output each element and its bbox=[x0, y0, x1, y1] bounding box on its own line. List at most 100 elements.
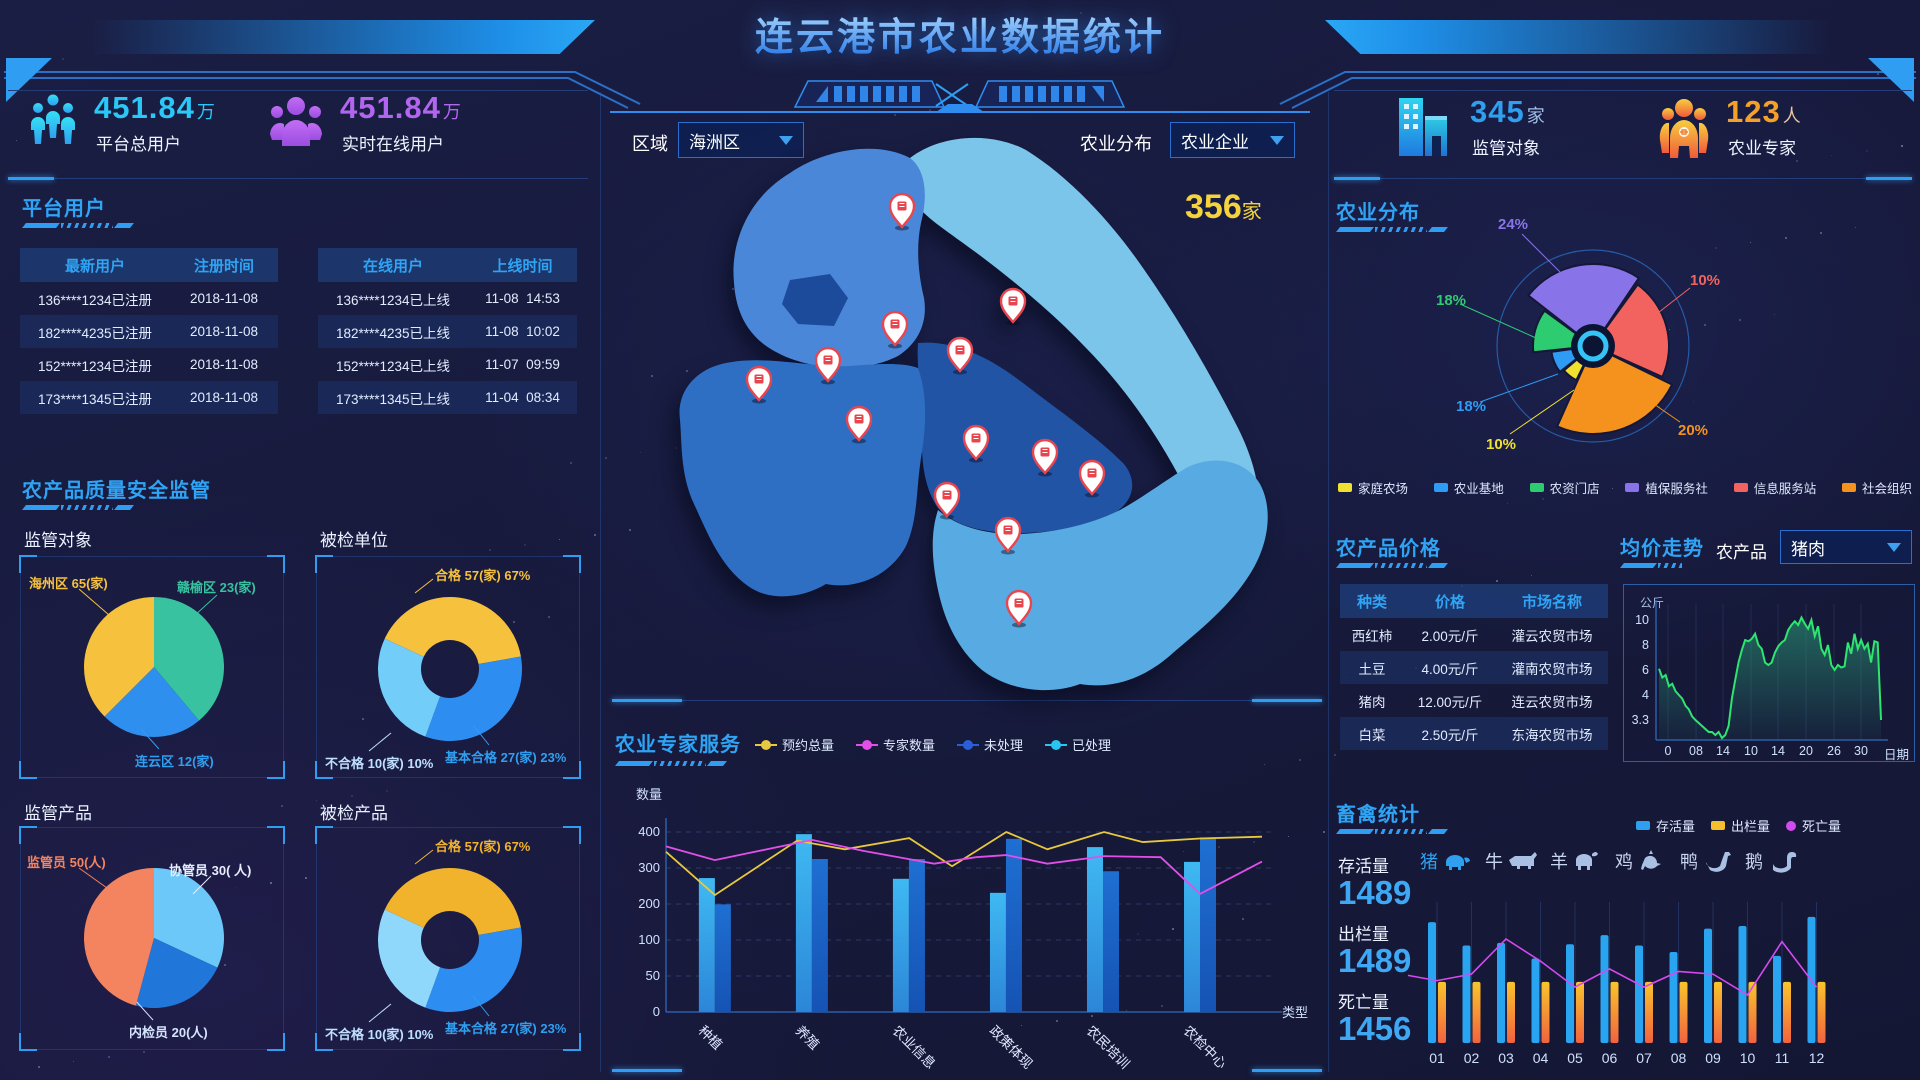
legend-item-家庭农场[interactable]: 家庭农场 bbox=[1338, 478, 1408, 497]
register-cell: 152****1234已注册 bbox=[37, 358, 153, 374]
online-cell: 11-08 14:53 bbox=[485, 291, 560, 306]
star bbox=[108, 1056, 111, 1059]
month-label-04: 04 bbox=[1532, 1050, 1549, 1066]
map-region-coast[interactable] bbox=[909, 137, 1259, 562]
online-header: 在线用户 上线时间 bbox=[318, 248, 577, 282]
bar-out-04 bbox=[1541, 981, 1550, 1043]
star bbox=[1739, 319, 1741, 321]
online-table: 在线用户 上线时间 136****1234已上线 11-08 14:53 182****… bbox=[318, 248, 577, 414]
map-pin[interactable] bbox=[888, 192, 916, 231]
animal-tab-猪[interactable]: 猪 bbox=[1420, 848, 1472, 874]
animal-icon-鸡 bbox=[1641, 850, 1661, 870]
star bbox=[1693, 401, 1694, 402]
legend-item-社会组织[interactable]: 社会组织 bbox=[1841, 478, 1912, 497]
legend-label: 社会组织 bbox=[1861, 482, 1912, 496]
leader-line bbox=[414, 849, 434, 865]
map-pin[interactable] bbox=[946, 336, 974, 375]
leader-line bbox=[368, 732, 392, 752]
legend-swatch bbox=[1786, 820, 1797, 831]
expert-ytick: 300 bbox=[638, 860, 660, 875]
star bbox=[675, 447, 678, 450]
star bbox=[1704, 324, 1707, 327]
animal-tab-牛[interactable]: 牛 bbox=[1485, 848, 1537, 874]
legend-label: 出栏量 bbox=[1731, 819, 1771, 834]
livestock-stat-label-出栏量: 出栏量 bbox=[1338, 925, 1389, 944]
star bbox=[1658, 406, 1660, 408]
map-region-west[interactable] bbox=[679, 360, 926, 597]
legend-item-植保服务社[interactable]: 植保服务社 bbox=[1625, 478, 1708, 497]
legend-item-死亡量[interactable]: 死亡量 bbox=[1786, 816, 1841, 835]
map-pin[interactable] bbox=[999, 287, 1027, 326]
map-chart-divider bbox=[612, 699, 1322, 702]
register-cell: 2018-11-08 bbox=[189, 291, 259, 306]
map-pin[interactable] bbox=[745, 365, 773, 404]
map-pin[interactable] bbox=[1031, 438, 1059, 477]
quality-section-title: 农产品质量安全监管 bbox=[22, 480, 211, 502]
trend-ytick: 3.3 bbox=[1631, 713, 1649, 727]
map-region-inner[interactable] bbox=[782, 274, 848, 326]
map-pin[interactable] bbox=[881, 310, 909, 349]
trend-dropdown[interactable]: 猪肉 bbox=[1780, 530, 1912, 564]
rose-pct-农资门店: 18% bbox=[1436, 292, 1467, 309]
legend-item-出栏量[interactable]: 出栏量 bbox=[1711, 816, 1770, 835]
map-pin[interactable] bbox=[1078, 459, 1106, 498]
dist-dropdown[interactable]: 农业企业 bbox=[1170, 122, 1295, 158]
star bbox=[524, 544, 526, 546]
animal-tab-鸡[interactable]: 鸡 bbox=[1615, 848, 1667, 874]
star bbox=[629, 529, 631, 531]
dist-dropdown-value: 农业企业 bbox=[1181, 132, 1249, 152]
legend-item-农资门店[interactable]: 农资门店 bbox=[1529, 478, 1600, 497]
legend-item-信息服务站[interactable]: 信息服务站 bbox=[1733, 478, 1817, 497]
map-pin[interactable] bbox=[814, 346, 842, 385]
legend-label: 信息服务站 bbox=[1753, 482, 1817, 496]
animal-icon-鹅 bbox=[1773, 852, 1797, 873]
animal-tab-羊[interactable]: 羊 bbox=[1550, 848, 1602, 874]
legend-item-已处理[interactable]: 已处理 bbox=[1045, 735, 1111, 754]
register-cell: 2018-11-08 bbox=[189, 390, 259, 405]
table-row: 173****1345已注册 2018-11-08 bbox=[20, 381, 278, 414]
month-label-02: 02 bbox=[1463, 1050, 1480, 1066]
star bbox=[1253, 841, 1255, 843]
legend-swatch bbox=[1841, 483, 1856, 492]
legend-item-预约总量[interactable]: 预约总量 bbox=[755, 735, 834, 754]
legend-label: 未处理 bbox=[984, 738, 1024, 753]
legend-item-存活量[interactable]: 存活量 bbox=[1636, 816, 1695, 835]
bar-done-养殖 bbox=[795, 834, 812, 1012]
region-dropdown[interactable]: 海洲区 bbox=[678, 122, 804, 158]
star bbox=[1750, 242, 1751, 243]
supervised-objects-value: 345 家 bbox=[1470, 94, 1546, 129]
star bbox=[1855, 227, 1856, 228]
map-pin[interactable] bbox=[933, 481, 961, 520]
pie-slice-合格 bbox=[384, 597, 521, 664]
legend-label: 存活量 bbox=[1656, 819, 1696, 834]
map-pin[interactable] bbox=[962, 424, 990, 463]
leader-line bbox=[1509, 389, 1575, 435]
map-region-middle[interactable] bbox=[917, 342, 1133, 534]
监管对象-chart bbox=[78, 588, 224, 750]
table-row: 152****1234已上线 11-07 09:59 bbox=[318, 348, 577, 381]
pie-slice-赣榆区 bbox=[154, 597, 224, 721]
star bbox=[1901, 145, 1903, 147]
star bbox=[1091, 1015, 1093, 1017]
line-预约总量 bbox=[665, 830, 1263, 897]
star bbox=[1866, 150, 1869, 153]
trend-xtick: 14 bbox=[1771, 744, 1785, 758]
livestock-legend: 存活量 出栏量 死亡量 bbox=[1636, 816, 1841, 835]
animal-tab-鹅[interactable]: 鹅 bbox=[1745, 848, 1797, 874]
table-row: 136****1234已注册 2018-11-08 bbox=[20, 282, 278, 315]
star bbox=[1045, 17, 1046, 18]
expert-section-title: 农业专家服务 bbox=[615, 734, 741, 756]
map-pin[interactable] bbox=[994, 516, 1022, 555]
star bbox=[1715, 247, 1717, 249]
map-pin[interactable] bbox=[1005, 589, 1033, 628]
map-region-north[interactable] bbox=[733, 148, 925, 368]
trend-xtick: 20 bbox=[1799, 744, 1813, 758]
bar-out-01 bbox=[1438, 981, 1446, 1043]
map-region-south[interactable] bbox=[932, 460, 1268, 691]
map-pin[interactable] bbox=[845, 405, 873, 444]
animal-tab-鸭[interactable]: 鸭 bbox=[1680, 848, 1732, 874]
legend-item-专家数量[interactable]: 专家数量 bbox=[856, 735, 935, 754]
star bbox=[73, 1061, 74, 1062]
legend-item-未处理[interactable]: 未处理 bbox=[957, 735, 1023, 754]
legend-item-农业基地[interactable]: 农业基地 bbox=[1433, 478, 1504, 497]
